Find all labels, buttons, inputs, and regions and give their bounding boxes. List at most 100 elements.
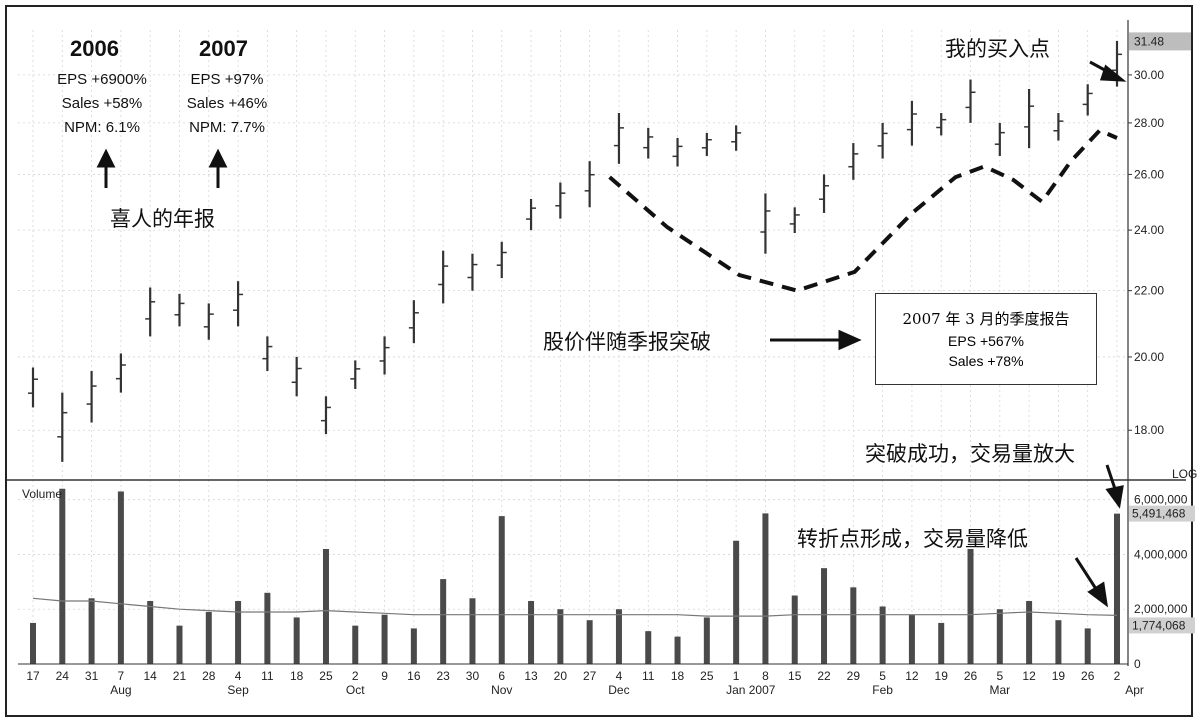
year-2007-label: 2007: [199, 36, 248, 61]
arrow-buy-point-head: [1099, 64, 1127, 82]
x-day-label: 15: [788, 669, 802, 683]
volume-bar: [557, 609, 564, 664]
cup-handle-dashed-line: [608, 127, 1118, 293]
x-day-label: 5: [996, 669, 1003, 683]
price-axis-label: 22.00: [1134, 284, 1164, 298]
x-month-label: Oct: [346, 683, 365, 697]
x-day-label: 11: [642, 669, 655, 683]
x-day-label: 2: [352, 669, 359, 683]
volume-bar: [176, 625, 183, 664]
x-day-label: 12: [905, 669, 919, 683]
volume-bar: [381, 614, 388, 664]
current-volume-box: [1129, 505, 1195, 522]
x-day-label: 14: [144, 669, 158, 683]
x-month-label: Feb: [872, 683, 893, 697]
x-day-label: 6: [498, 669, 505, 683]
x-day-label: 16: [407, 669, 421, 683]
x-day-label: 25: [700, 669, 714, 683]
x-axis: 17 24 31 7 14 21 28 4 11 18 25 2 9 16 23 30 6 13 20 27 4 11 18…: [18, 663, 1144, 697]
log-label: LOG: [1172, 467, 1197, 481]
price-axis-label: 20.00: [1134, 350, 1164, 364]
price-axis-label: 28.00: [1134, 116, 1164, 130]
annotation-arrows: [96, 60, 1127, 608]
volume-bar: [1026, 601, 1033, 664]
x-month-label: Aug: [110, 683, 131, 697]
x-day-label: 20: [554, 669, 568, 683]
volume-bar: [762, 513, 769, 664]
x-day-label: 19: [1052, 669, 1066, 683]
x-day-label: 5: [879, 669, 886, 683]
x-day-label: 30: [466, 669, 480, 683]
stat-2006-sales: Sales +58%: [61, 95, 143, 112]
volume-bar: [615, 609, 622, 664]
x-day-label: 7: [118, 669, 125, 683]
volume-label: Volume: [22, 487, 62, 501]
x-month-label: Jan 2007: [726, 683, 776, 697]
volume-bar: [30, 622, 36, 664]
stat-2007-npm: NPM: 7.7%: [189, 119, 265, 136]
stats-2006: EPS +6900% Sales +58% NPM: 6.1%: [38, 68, 166, 140]
volume-bar: [293, 617, 300, 664]
volume-bar: [498, 516, 505, 664]
stat-2006-eps: EPS +6900%: [57, 71, 147, 88]
volume-bar: [908, 614, 915, 664]
x-month-label: Apr: [1125, 683, 1144, 697]
x-day-label: 26: [1081, 669, 1095, 683]
volume-axis-label: 0: [1134, 657, 1141, 671]
x-day-label: 1: [733, 669, 740, 683]
x-day-label: 24: [56, 669, 70, 683]
pivot-volume-label: 转折点形成，交易量降低: [797, 527, 1028, 551]
stat-2007-eps: EPS +97%: [190, 71, 264, 88]
volume-bar: [1114, 513, 1120, 664]
volume-axis-label: 6,000,000: [1134, 493, 1188, 507]
volume-bar: [1084, 628, 1091, 664]
volume-bar: [440, 579, 447, 664]
volume-bar: [996, 609, 1003, 664]
x-day-label: 4: [616, 669, 623, 683]
x-day-label: 19: [935, 669, 949, 683]
x-month-label: Mar: [989, 683, 1010, 697]
volume-bar: [703, 617, 710, 664]
x-day-label: 2: [1114, 669, 1121, 683]
x-day-label: 18: [671, 669, 685, 683]
x-day-label: 4: [235, 669, 242, 683]
volume-bar: [586, 620, 593, 664]
volume-bar: [821, 568, 828, 664]
price-axis: 18.00 20.00 22.00 24.00 26.00 28.00 30.00 31.48: [1128, 32, 1191, 437]
good-report-label: 喜人的年报: [110, 207, 215, 231]
avg-volume-label: 1,774,068: [1132, 618, 1186, 632]
x-day-label: 17: [26, 669, 40, 683]
report-box-eps: EPS +567%: [948, 333, 1024, 349]
x-day-label: 25: [319, 669, 333, 683]
quarterly-report-box: 2007 年 3 月的季度报告 EPS +567% Sales +78%: [875, 293, 1097, 385]
x-day-label: 26: [964, 669, 978, 683]
volume-bar: [967, 548, 974, 664]
volume-bar: [352, 625, 359, 664]
arrow-pivot-volume-head: [1087, 581, 1109, 608]
volume-bar: [264, 592, 271, 664]
volume-bar: [674, 636, 681, 664]
volume-bar: [469, 598, 476, 664]
x-day-label: 29: [847, 669, 861, 683]
volume-bar: [938, 622, 945, 664]
volume-bar: [235, 601, 242, 664]
volume-axis-label: 4,000,000: [1134, 547, 1188, 561]
volume-bar: [791, 595, 798, 664]
report-box-sales: Sales +78%: [948, 353, 1024, 369]
volume-bar: [733, 540, 740, 664]
price-axis-label: 18.00: [1134, 423, 1164, 437]
year-2006-label: 2006: [70, 36, 119, 61]
x-day-label: 11: [261, 669, 274, 683]
arrow-up-2007-head: [208, 148, 228, 168]
volume-bar: [410, 628, 417, 664]
current-price-label: 31.48: [1134, 34, 1164, 48]
x-month-label: Nov: [491, 683, 512, 697]
x-day-label: 22: [817, 669, 831, 683]
x-day-label: 23: [436, 669, 450, 683]
stat-2006-npm: NPM: 6.1%: [64, 119, 140, 136]
x-day-label: 18: [290, 669, 304, 683]
volume-bar: [645, 631, 652, 664]
buy-point-label: 我的买入点: [945, 37, 1050, 61]
